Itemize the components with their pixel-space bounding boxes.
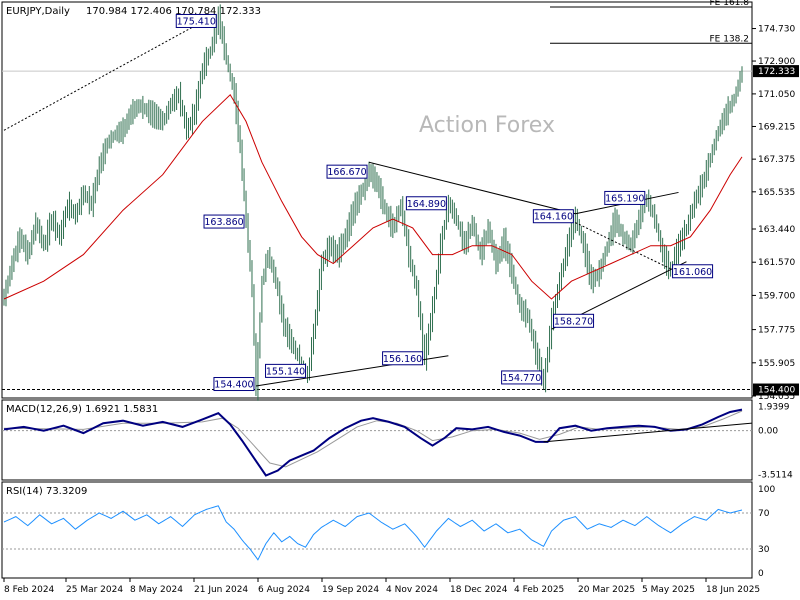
price-label: 154.770	[501, 370, 543, 385]
support-price-tag-text: 154.400	[758, 386, 795, 396]
price-label: 164.160	[532, 209, 574, 224]
rsi-axis-tick-label: 70	[758, 509, 770, 519]
current-price-tag-text: 172.333	[758, 67, 795, 77]
header-symbol: EURJPY,Daily	[6, 6, 70, 17]
watermark: Action Forex	[419, 113, 555, 138]
price-axis-tick-label: 165.535	[758, 188, 795, 198]
price-label-box	[672, 264, 714, 279]
date-axis-label: 5 May 2025	[642, 585, 695, 595]
price-label: 154.400	[213, 377, 255, 392]
price-label: 156.160	[382, 351, 424, 366]
macd-signal-line	[3, 410, 743, 468]
date-axis-label: 8 May 2024	[130, 585, 183, 595]
price-label: 161.060	[672, 264, 714, 279]
price-label-box	[501, 370, 543, 385]
macd-axis-tick-label: -3.5114	[758, 470, 793, 480]
price-label-box	[203, 214, 245, 229]
price-label-text: 175.410	[177, 16, 216, 27]
price-label-box	[213, 377, 255, 392]
rsi-axis-tick-label: 0	[758, 569, 764, 579]
macd-axis-tick-label: 0.00	[758, 427, 778, 437]
rsi-panel-frame	[1, 481, 753, 579]
price-label-box	[604, 190, 646, 205]
price-axis-tick-label: 157.775	[758, 326, 795, 336]
price-axis-tick-label: 154.035	[758, 392, 795, 402]
trendline	[3, 12, 219, 131]
price-label: 158.270	[553, 313, 595, 328]
price-label-text: 165.190	[605, 193, 644, 204]
macd-layer	[2, 408, 753, 477]
price-label-text: 154.770	[502, 373, 541, 384]
date-axis-label: 20 Mar 2025	[578, 585, 635, 595]
price-label-box	[175, 13, 217, 28]
fib-level-label: FE 138.2	[710, 34, 750, 44]
price-axis-tick-label: 155.905	[758, 359, 795, 369]
price-label-box	[326, 164, 368, 179]
rsi-header: RSI(14) 73.3209	[6, 486, 87, 497]
price-label: 163.860	[203, 214, 245, 229]
current-price-tag	[753, 65, 799, 78]
price-label: 175.410	[175, 13, 217, 28]
price-axis-tick-label: 161.570	[758, 258, 795, 268]
date-axis-label: 6 Aug 2024	[258, 585, 310, 595]
price-panel-frame	[1, 1, 753, 399]
price-label-box	[553, 313, 595, 328]
price-label-text: 161.060	[673, 267, 712, 278]
price-axis-tick-label: 172.900	[758, 57, 795, 67]
chart-header: EURJPY,Daily 170.984 172.406 170.784 172…	[6, 6, 261, 17]
price-label: 165.190	[604, 190, 646, 205]
date-axis-label: 8 Feb 2024	[4, 585, 55, 595]
date-axis-label: 19 Sep 2024	[322, 585, 379, 595]
price-label: 155.140	[265, 363, 307, 378]
macd-line	[3, 408, 743, 477]
date-axis-label: 4 Nov 2024	[386, 585, 438, 595]
price-label-text: 164.890	[407, 199, 446, 210]
date-axis-label: 25 Mar 2024	[66, 585, 123, 595]
price-label-box	[405, 196, 447, 211]
price-axis-tick-label: 169.215	[758, 122, 795, 132]
price-axis-tick-label: 171.050	[758, 90, 795, 100]
date-axis-label: 18 Jun 2025	[706, 585, 760, 595]
price-bars	[3, 4, 743, 401]
price-label-box	[382, 351, 424, 366]
macd-axis-tick-label: 1.9399	[758, 402, 790, 412]
price-label: 164.890	[405, 196, 447, 211]
price-label-box	[532, 209, 574, 224]
price-label-text: 156.160	[383, 354, 422, 365]
price-label-text: 155.140	[266, 366, 305, 377]
date-axis-label: 21 Jun 2024	[194, 585, 248, 595]
price-label-text: 166.670	[327, 167, 366, 178]
support-price-tag	[753, 383, 799, 396]
price-layer: FE 138.2 FE 161.8 175.410 163.860 154.400 155…	[2, 0, 752, 401]
price-label-text: 154.400	[214, 380, 253, 391]
rsi-layer	[2, 505, 752, 561]
price-axis-tick-label: 159.700	[758, 291, 795, 301]
header-ohlc: 170.984 172.406 170.784 172.333	[86, 6, 261, 17]
date-axis-label: 18 Dec 2024	[450, 585, 508, 595]
price-label-text: 163.860	[204, 217, 243, 228]
price-axis-tick-label: 163.440	[758, 225, 795, 235]
rsi-axis-tick-label: 30	[758, 545, 770, 555]
trendline	[575, 222, 671, 270]
price-label-text: 164.160	[534, 212, 573, 223]
price-label-text: 158.270	[554, 316, 593, 327]
macd-panel-frame	[1, 399, 753, 481]
fib-level-label: FE 161.8	[710, 0, 750, 8]
macd-trendline	[543, 422, 753, 443]
moving-average-line	[3, 94, 743, 300]
trendline	[368, 161, 576, 215]
axis-layer: 174.730 172.900 171.050 169.215 167.375 165.5…	[3, 25, 799, 595]
macd-header: MACD(12,26,9) 1.6921 1.5831	[6, 404, 158, 415]
date-axis-label: 4 Feb 2025	[514, 585, 564, 595]
rsi-line	[3, 505, 743, 561]
price-axis-tick-label: 174.730	[758, 25, 795, 35]
price-axis-tick-label: 167.375	[758, 155, 795, 165]
rsi-axis-tick-label: 100	[758, 485, 775, 495]
price-label-box	[265, 363, 307, 378]
price-label: 166.670	[326, 164, 368, 179]
